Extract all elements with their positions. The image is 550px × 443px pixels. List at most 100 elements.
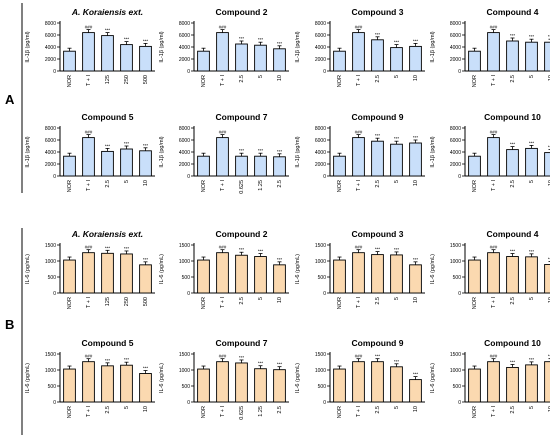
x-tick-label: T + I: [491, 75, 497, 87]
bar: [390, 47, 403, 72]
significance-label: ***: [258, 249, 264, 254]
y-tick-label: 0: [187, 69, 190, 75]
chart-3: Compound 3 IL-1β (pg/ml) 0 2000 4000 6000 8000…: [295, 7, 425, 87]
chart-5: Compound 5 IL-1β (pg/ml) 0 2000 4000 6000 8000…: [25, 112, 155, 192]
chart-9: A. Koraiensis ext. IL-6 (pg/mL) 0 500 1000 15…: [25, 229, 155, 309]
chart-title: Compound 3: [352, 7, 404, 17]
bar: [254, 256, 267, 294]
significance-label: ***: [124, 141, 130, 146]
bar: [409, 264, 422, 294]
bar: [333, 50, 346, 72]
bar: [544, 264, 550, 294]
significance-label: ***: [394, 359, 400, 364]
y-tick-label: 500: [453, 384, 462, 390]
chart-title: Compound 10: [484, 112, 541, 122]
y-tick-label: 6000: [315, 33, 326, 39]
y-tick-label: 8000: [450, 126, 461, 132]
y-tick-label: 500: [48, 275, 57, 281]
bar: [487, 361, 500, 403]
bar: [544, 152, 550, 177]
x-tick-label: 2.5: [375, 406, 381, 414]
significance-label: ***: [258, 361, 264, 366]
bar: [139, 264, 152, 294]
y-tick-label: 1500: [45, 243, 56, 249]
significance-label: ###: [85, 25, 93, 30]
bar: [487, 137, 500, 177]
significance-label: ***: [510, 359, 516, 364]
y-tick-label: 2000: [315, 57, 326, 63]
bar: [371, 39, 384, 72]
panel-letter-b: B: [5, 317, 14, 332]
bar: [506, 256, 519, 294]
x-tick-label: 2.5: [277, 180, 283, 188]
x-tick-label: 10: [413, 180, 419, 186]
bar: [371, 361, 384, 403]
bar: [352, 361, 365, 403]
x-tick-label: 0.625: [239, 406, 245, 420]
bar: [487, 252, 500, 294]
chart-1: A. Koraiensis ext. IL-1β (pg/ml) 0 2000 4000…: [25, 7, 155, 87]
significance-label: ###: [85, 354, 93, 359]
chart-grid: A. Koraiensis ext. IL-1β (pg/ml) 0 2000 4000…: [25, 7, 550, 420]
x-tick-label: 2.5: [375, 75, 381, 83]
bar: [235, 43, 248, 72]
significance-label: ***: [548, 145, 550, 150]
y-tick-label: 2000: [450, 162, 461, 168]
x-tick-label: T + I: [220, 75, 226, 87]
x-tick-label: T + I: [220, 180, 226, 192]
x-tick-label: 2.5: [375, 180, 381, 188]
x-tick-label: NOR: [67, 406, 73, 418]
x-tick-label: 10: [413, 75, 419, 81]
chart-title: Compound 2: [216, 229, 268, 239]
bar: [254, 368, 267, 403]
bar: [216, 361, 229, 403]
y-tick-label: 1000: [45, 259, 56, 265]
y-tick-label: 8000: [45, 126, 56, 132]
y-axis-label: IL-6 (pg/mL): [430, 363, 436, 393]
bar: [525, 364, 538, 403]
bar: [525, 147, 538, 177]
bar: [120, 253, 133, 294]
x-tick-label: NOR: [337, 180, 343, 192]
y-tick-label: 2000: [179, 57, 190, 63]
significance-label: ***: [277, 149, 283, 154]
y-axis-label: IL-6 (pg/mL): [25, 363, 31, 393]
significance-label: ***: [258, 37, 264, 42]
y-tick-label: 6000: [315, 138, 326, 144]
y-tick-label: 4000: [315, 45, 326, 51]
significance-label: ***: [124, 246, 130, 251]
x-tick-label: 5: [394, 297, 400, 300]
y-tick-label: 500: [48, 384, 57, 390]
bar: [197, 155, 210, 177]
y-tick-label: 8000: [450, 21, 461, 27]
significance-label: ###: [355, 245, 363, 250]
y-tick-label: 0: [53, 291, 56, 297]
bar: [139, 150, 152, 177]
x-tick-label: NOR: [337, 297, 343, 309]
x-tick-label: T + I: [86, 75, 92, 87]
y-tick-label: 2000: [179, 162, 190, 168]
y-tick-label: 4000: [450, 150, 461, 156]
bar: [506, 40, 519, 72]
bar: [120, 44, 133, 72]
chart-title: A. Koraiensis ext.: [71, 7, 143, 17]
x-tick-label: T + I: [220, 297, 226, 309]
y-tick-label: 1500: [315, 352, 326, 358]
significance-label: ***: [375, 133, 381, 138]
x-tick-label: NOR: [337, 406, 343, 418]
chart-title: Compound 4: [487, 7, 539, 17]
significance-label: ***: [143, 366, 149, 371]
bar: [139, 45, 152, 72]
y-tick-label: 6000: [179, 138, 190, 144]
significance-label: ***: [239, 148, 245, 153]
x-tick-label: 5: [529, 406, 535, 409]
y-axis-label: IL-6 (pg/mL): [25, 254, 31, 284]
y-axis-label: IL-1β (pg/ml): [159, 136, 165, 167]
bar: [544, 41, 550, 72]
chart-title: Compound 10: [484, 338, 541, 348]
y-tick-label: 6000: [450, 138, 461, 144]
bar: [216, 32, 229, 72]
y-axis-label: IL-1β (pg/ml): [295, 136, 301, 167]
y-tick-label: 1000: [179, 368, 190, 374]
bar: [63, 259, 76, 294]
